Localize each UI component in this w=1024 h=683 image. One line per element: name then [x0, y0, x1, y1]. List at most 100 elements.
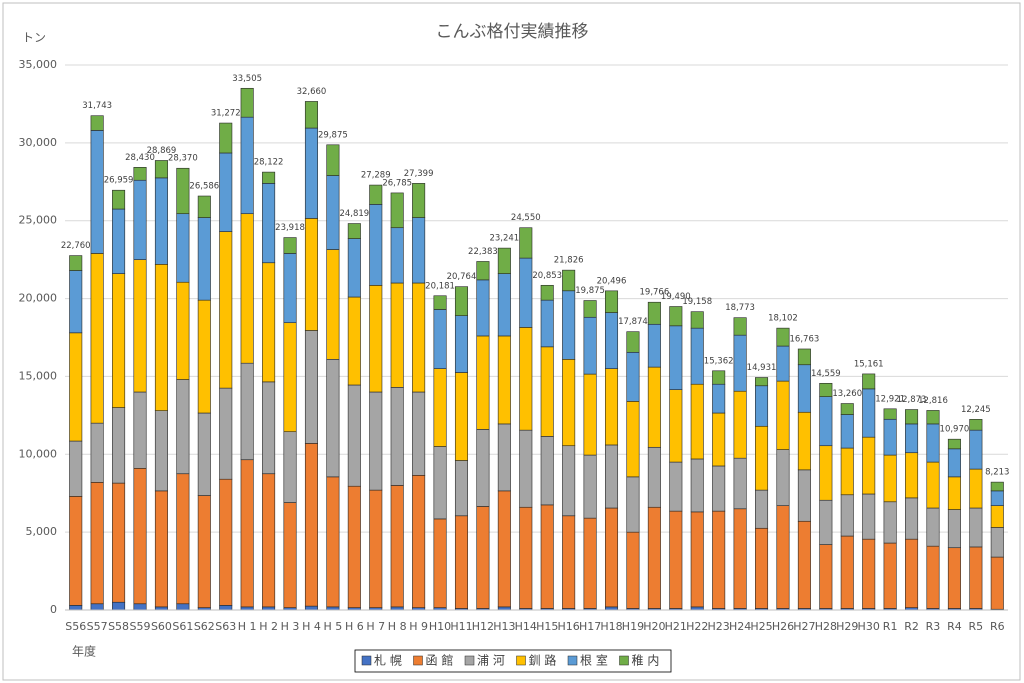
bar-segment — [326, 358, 340, 478]
x-tick-label: H 2 — [259, 620, 278, 633]
bar-segment — [990, 490, 1004, 506]
bar-segment — [626, 476, 640, 533]
total-label: 12,816 — [918, 396, 948, 406]
legend-label: 函 館 — [426, 653, 454, 668]
bar-segment — [797, 348, 811, 366]
total-label: 20,853 — [532, 271, 562, 281]
x-tick-label: H 4 — [302, 620, 321, 633]
bar-segment — [712, 383, 726, 414]
bar-segment — [412, 183, 426, 218]
bar-segment — [497, 273, 511, 337]
bar-segment — [283, 237, 297, 254]
bar-segment — [433, 295, 447, 310]
legend-swatch — [464, 655, 475, 666]
bar-segment — [797, 364, 811, 413]
bar-segment — [797, 469, 811, 522]
x-tick-label: H 5 — [324, 620, 343, 633]
bar-segment — [390, 192, 404, 229]
bar-segment — [562, 290, 576, 360]
bar-segment — [669, 306, 683, 327]
bar-segment — [326, 249, 340, 360]
bar-segment — [862, 388, 876, 438]
bar-segment — [454, 372, 469, 461]
bar-segment — [390, 485, 404, 608]
bar-segment — [647, 323, 661, 368]
bar-segment — [133, 603, 147, 611]
bar-segment — [497, 335, 511, 425]
bar-segment — [497, 247, 511, 274]
total-label: 31,272 — [211, 109, 241, 119]
x-tick-label: H29 — [836, 620, 858, 633]
x-tick-label: H17 — [579, 620, 601, 633]
bar-segment — [733, 334, 747, 392]
x-tick-label: R2 — [904, 620, 919, 633]
bar-segment — [776, 380, 790, 450]
bar-segment — [626, 331, 640, 353]
x-tick-label: H 9 — [409, 620, 428, 633]
total-label: 8,213 — [985, 468, 1009, 478]
x-tick-label: H 6 — [345, 620, 364, 633]
legend-swatch — [567, 655, 578, 666]
bar-segment — [776, 449, 790, 506]
bar-segment — [862, 373, 876, 390]
bar-segment — [669, 389, 683, 463]
bar-segment — [347, 384, 361, 487]
total-label: 21,826 — [554, 256, 584, 266]
bar-segment — [283, 502, 297, 608]
bar-segment — [690, 311, 704, 329]
bar-segment — [240, 362, 254, 461]
bar-segment — [176, 473, 190, 605]
bar-segment — [176, 603, 190, 611]
bar-segment — [990, 556, 1004, 610]
bar-segment — [883, 501, 897, 544]
bar-segment — [390, 282, 404, 388]
x-tick-label: H24 — [729, 620, 751, 633]
bar-segment — [519, 506, 533, 609]
bar-segment — [347, 296, 361, 386]
x-axis-label: 年度 — [72, 644, 96, 659]
total-label: 15,161 — [854, 359, 884, 369]
bar-segment — [283, 431, 297, 503]
total-label: 26,586 — [189, 182, 219, 192]
x-tick-label: H20 — [643, 620, 665, 633]
bar-segment — [197, 195, 211, 218]
bar-segment — [583, 454, 597, 519]
bar-segment — [905, 497, 919, 540]
bar-segment — [133, 259, 147, 393]
bar-segment — [176, 213, 190, 283]
total-label: 29,875 — [318, 130, 348, 140]
bar-segment — [969, 419, 983, 431]
x-tick-label: R4 — [947, 620, 962, 633]
total-label: 33,505 — [232, 74, 262, 84]
bar-segment — [755, 425, 769, 491]
bar-segment — [369, 184, 383, 205]
bar-segment — [240, 459, 254, 608]
bar-segment — [326, 175, 340, 250]
x-tick-label: H 1 — [238, 620, 257, 633]
bar-segment — [476, 261, 490, 281]
bar-segment — [755, 527, 769, 609]
total-label: 12,873 — [897, 395, 927, 405]
bar-segment — [926, 545, 940, 609]
bar-segment — [133, 179, 147, 260]
x-tick-label: H22 — [686, 620, 708, 633]
x-tick-label: H12 — [472, 620, 494, 633]
bar-segment — [926, 410, 940, 425]
bar-segment — [604, 312, 619, 369]
bar-segment — [969, 468, 983, 509]
y-tick-label: 5,000 — [26, 525, 58, 538]
x-tick-label: S60 — [151, 620, 172, 633]
bar-segment — [519, 429, 533, 508]
bar-segment — [755, 385, 769, 427]
total-label: 28,370 — [168, 154, 198, 164]
bar-segment — [797, 411, 811, 471]
bar-segment — [669, 325, 683, 390]
bar-segment — [562, 269, 576, 292]
bar-segment — [262, 262, 276, 383]
y-tick-label: 35,000 — [19, 58, 58, 71]
total-label: 22,383 — [468, 247, 498, 257]
bar-segment — [690, 458, 704, 513]
bar-segment — [90, 603, 104, 611]
x-tick-label: S56 — [65, 620, 86, 633]
